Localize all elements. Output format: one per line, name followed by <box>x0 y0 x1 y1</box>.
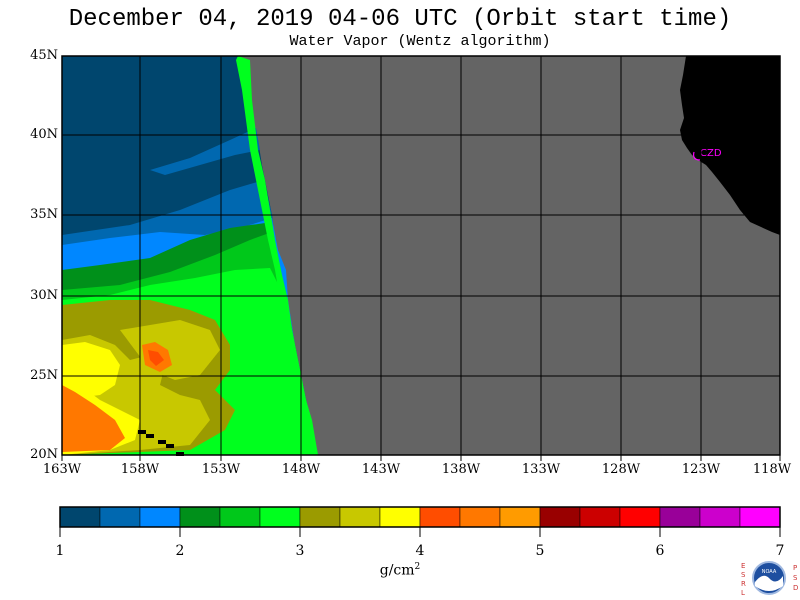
lat-label-20n: 20N <box>30 447 58 462</box>
lon-label-153w: 153W <box>201 462 241 477</box>
svg-text:L: L <box>741 589 745 597</box>
colorbar-tick-label-3: 3 <box>295 543 305 559</box>
island-3 <box>166 444 174 448</box>
lat-label-40n: 40N <box>30 127 58 142</box>
wv-band-red-orange <box>148 350 164 366</box>
island-2 <box>158 440 166 444</box>
wv-band-yellow-olive <box>120 320 220 380</box>
island-4 <box>176 452 184 456</box>
colorbar-tick-label-6: 6 <box>655 543 665 559</box>
land-mass <box>680 56 780 235</box>
lon-label-143w: 143W <box>361 462 401 477</box>
lat-label-45n: 45N <box>30 48 58 63</box>
page-title: December 04, 2019 04-06 UTC (Orbit start… <box>68 6 732 33</box>
lat-label-35n: 35N <box>30 207 58 222</box>
svg-text:R: R <box>741 580 746 588</box>
island-0 <box>138 430 146 434</box>
island-1 <box>146 434 154 438</box>
lon-label-148w: 148W <box>281 462 321 477</box>
lon-label-118w: 118W <box>752 462 792 477</box>
svg-text:P: P <box>793 564 797 572</box>
colorbar-tick-label-1: 1 <box>55 543 65 559</box>
lon-label-158w: 158W <box>120 462 160 477</box>
noaa-esrl-psd-logo: E S R L NOAA P S D <box>741 561 798 597</box>
lon-label-133w: 133W <box>521 462 561 477</box>
lon-label-163w: 163W <box>42 462 82 477</box>
lat-label-30n: 30N <box>30 288 58 303</box>
svg-text:NOAA: NOAA <box>762 569 777 575</box>
colorbar-tick-label-2: 2 <box>175 543 185 559</box>
colorbar-tick-label-7: 7 <box>775 543 785 559</box>
svg-text:E: E <box>741 562 745 570</box>
station-label: CZD <box>700 148 722 159</box>
colorbar-units: g/cm2 <box>379 562 421 579</box>
wv-band-coastal-edge <box>236 56 318 455</box>
svg-text:S: S <box>793 574 798 582</box>
lat-label-25n: 25N <box>30 368 58 383</box>
colorbar-tick-label-4: 4 <box>415 543 425 559</box>
page-subtitle: Water Vapor (Wentz algorithm) <box>289 33 551 50</box>
wv-band-blue-2 <box>150 128 260 175</box>
station-marker <box>693 151 701 161</box>
colorbar-tick-label-5: 5 <box>535 543 545 559</box>
map-frame <box>61 55 781 456</box>
lon-label-128w: 128W <box>601 462 641 477</box>
lon-label-123w: 123W <box>681 462 721 477</box>
lon-label-138w: 138W <box>441 462 481 477</box>
svg-text:D: D <box>793 584 798 592</box>
wv-band-orange <box>62 385 125 452</box>
svg-text:S: S <box>741 571 746 579</box>
